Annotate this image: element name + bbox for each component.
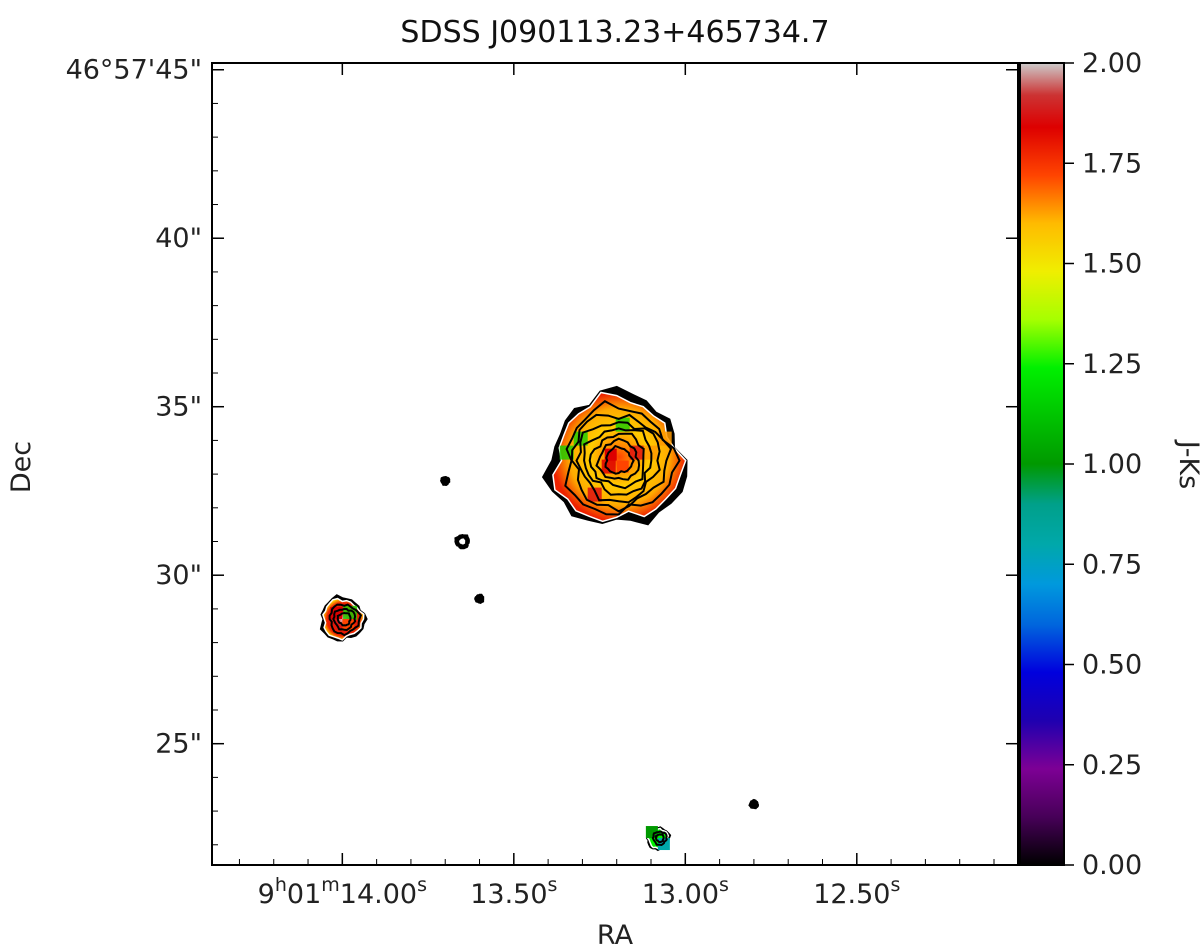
source-faint-knot-3	[474, 593, 485, 604]
inner-contour-main-galaxy	[588, 432, 645, 490]
source-main-galaxy	[541, 385, 688, 526]
plot-content	[319, 385, 760, 852]
inner-contour-western-companion	[332, 607, 357, 632]
source-faint-knot-2	[454, 533, 470, 550]
colorbar-tick-label: 1.00	[1082, 449, 1142, 480]
x-tick-label: 13.50s	[470, 874, 557, 910]
colorbar-tick-label: 0.00	[1082, 850, 1142, 881]
colorbar: 0.00 0.25 0.50 0.75 1.00 1.25 1.50 1.75 2.00	[1019, 48, 1142, 881]
inner-contour-main-galaxy	[570, 413, 673, 513]
inner-contour-main-galaxy	[595, 437, 641, 481]
inner-contour-main-galaxy	[583, 427, 653, 496]
source-western-companion	[319, 594, 368, 642]
y-axis-label: Dec	[6, 441, 37, 493]
colorbar-label: J-Ks	[1173, 439, 1200, 490]
contour-faint-knot-3	[474, 593, 485, 604]
inner-contour-main-galaxy	[575, 421, 661, 504]
colorbar-tick-label: 2.00	[1082, 48, 1142, 79]
colorbar-tick-label: 0.25	[1082, 750, 1142, 781]
inner-contour-main-galaxy	[604, 444, 635, 475]
colorbar-tick-label: 1.25	[1082, 349, 1142, 380]
core-pixel-main-galaxy	[604, 448, 617, 461]
source-southern-source	[645, 826, 672, 852]
y-tick-label: 30"	[155, 560, 202, 591]
contour-hole-faint-knot-2	[459, 538, 466, 545]
colorbar-tick-label: 0.75	[1082, 549, 1142, 580]
source-faint-knot-4	[748, 798, 760, 810]
x-tick-label: 12.50s	[813, 874, 900, 910]
colorbar-tick-label: 1.75	[1082, 148, 1142, 179]
inner-contour-southern-source	[651, 830, 668, 847]
y-tick-label: 35"	[155, 392, 202, 423]
source-faint-knot-1	[439, 475, 451, 487]
pixel-main-galaxy	[601, 459, 616, 474]
core-pixel-southern-source	[645, 826, 658, 839]
y-tick-label: 25"	[155, 729, 202, 760]
inner-contour-western-companion	[328, 603, 363, 637]
x-tick-label: 9h01m14.00s	[258, 874, 427, 910]
colorbar-gradient	[1020, 63, 1064, 865]
plot-frame	[211, 62, 1019, 866]
y-tick-label: 40"	[155, 223, 202, 254]
inner-contour-southern-source	[654, 833, 665, 844]
contour-faint-knot-1	[439, 475, 451, 487]
contour-faint-knot-4	[748, 798, 760, 810]
y-tick-label: 46°57'45"	[66, 55, 202, 86]
core-pixel-main-galaxy	[616, 460, 629, 473]
plot-area: 9h01m14.00s 13.50s 13.00s 12.50s 46°57'45" 40…	[66, 55, 1019, 910]
colorbar-tick-label: 0.50	[1082, 650, 1142, 681]
x-axis-label: RA	[597, 920, 634, 951]
chart-title: SDSS J090113.23+465734.7	[400, 15, 829, 50]
inner-contour-western-companion	[336, 611, 352, 627]
colorbar-tick-label: 1.50	[1082, 249, 1142, 280]
x-tick-label: 13.00s	[642, 874, 729, 910]
